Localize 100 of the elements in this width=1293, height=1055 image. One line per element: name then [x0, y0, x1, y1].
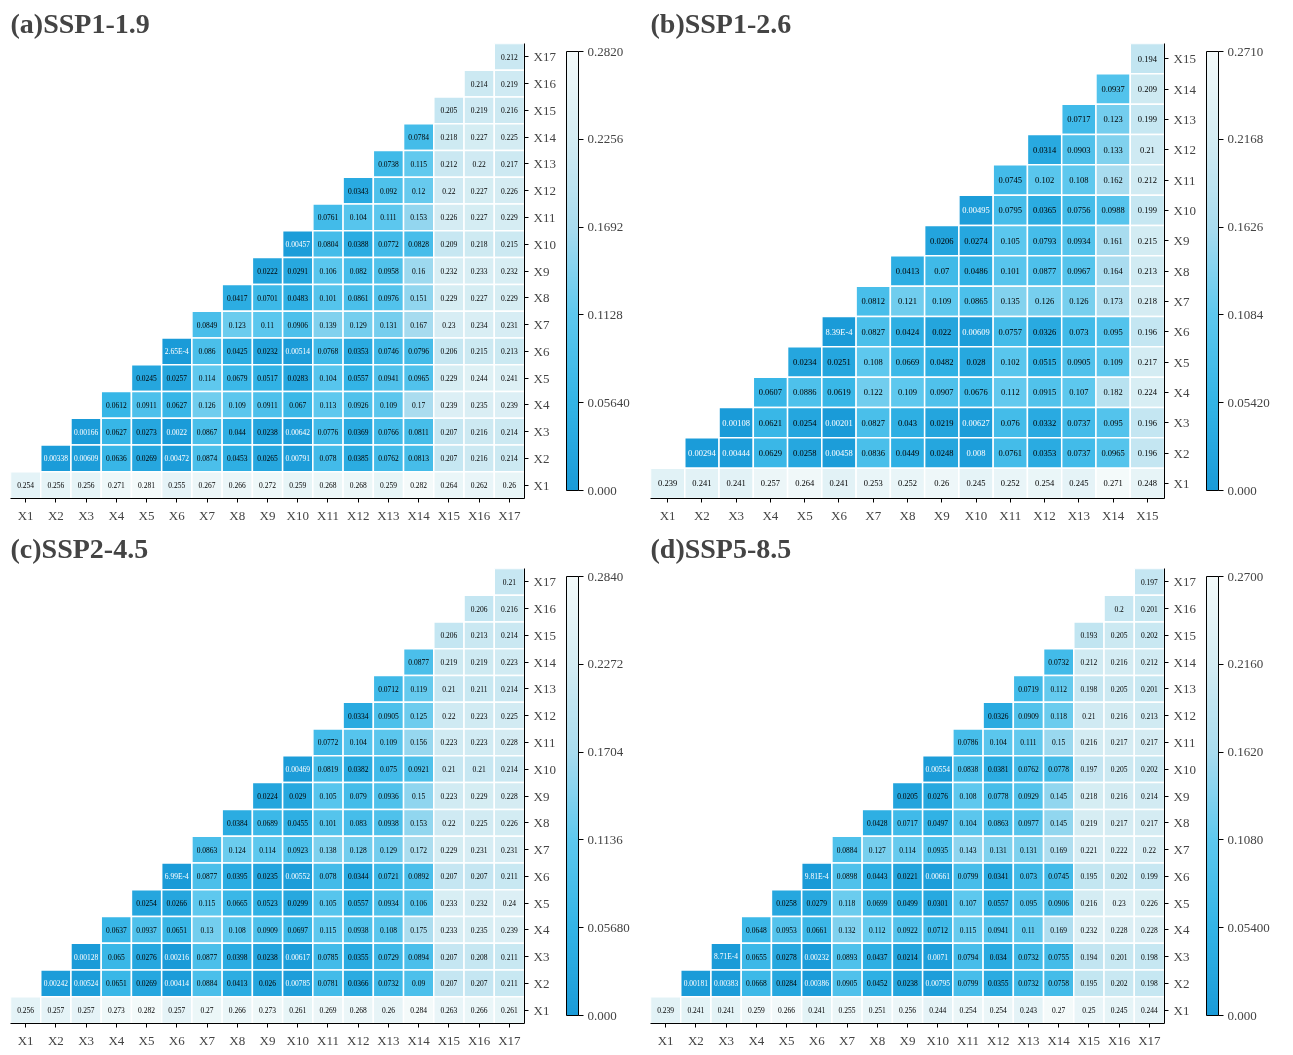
data-label: 0.109 — [932, 296, 952, 307]
data-label: 0.105 — [1000, 235, 1020, 246]
y-tick-label: X6 — [1173, 324, 1190, 340]
y-tick-label: X17 — [533, 49, 557, 65]
x-tick-label: X13 — [1017, 1032, 1040, 1048]
y-tick-label: X13 — [1173, 681, 1196, 697]
y-tick-label: X14 — [1173, 81, 1197, 97]
y-tick-label: X1 — [533, 1002, 550, 1018]
data-label: 0.0353 — [1032, 448, 1057, 458]
x-tick-label: X12 — [987, 1032, 1010, 1048]
data-label: 0.102 — [1000, 357, 1020, 367]
x-tick-label: X9 — [259, 1032, 276, 1048]
y-tick-label: X10 — [533, 236, 556, 252]
x-tick-label: X16 — [1107, 1032, 1131, 1048]
color-bar-label: 0.2256 — [587, 131, 624, 147]
data-label: 0.0676 — [964, 387, 988, 398]
data-label: 0.241 — [692, 478, 712, 489]
data-label: 0.0629 — [758, 448, 783, 458]
y-tick-label: X17 — [533, 574, 557, 590]
data-label: 0.253 — [863, 478, 883, 489]
data-label: 0.199 — [1137, 205, 1157, 216]
y-tick-label: X12 — [533, 183, 556, 199]
x-tick-label: X13 — [377, 507, 400, 523]
x-tick-label: X2 — [47, 1032, 64, 1048]
x-tick-label: X10 — [926, 1032, 949, 1048]
x-tick-label: X3 — [718, 1032, 735, 1048]
x-tick-label: X8 — [229, 507, 246, 523]
chart-title: (c)SSP2-4.5 — [10, 532, 149, 564]
x-tick-label: X6 — [831, 507, 848, 523]
y-tick-label: X11 — [1173, 734, 1196, 750]
x-tick-label: X7 — [199, 1032, 216, 1048]
data-label: 0.252 — [897, 478, 918, 489]
data-label: 0.0669 — [895, 357, 920, 367]
data-label: 0.196 — [1137, 417, 1157, 428]
color-bar-label: 0.2272 — [587, 656, 624, 672]
x-tick-label: X14 — [1101, 507, 1125, 523]
x-tick-label: X17 — [498, 507, 522, 523]
color-bar-label: 0.1084 — [1227, 306, 1264, 322]
data-label: 0.0907 — [930, 387, 954, 398]
data-label: 0.095 — [1103, 417, 1123, 428]
x-tick-label: X14 — [1047, 1032, 1071, 1048]
x-tick-label: X15 — [1136, 507, 1159, 523]
data-label: 0.0967 — [1067, 266, 1091, 276]
data-label: 0.196 — [1137, 448, 1157, 458]
data-label: 0.00609 — [962, 326, 990, 337]
data-label: 0.126 — [1035, 296, 1055, 307]
data-label: 0.245 — [966, 478, 986, 489]
data-label: 0.073 — [1069, 326, 1089, 337]
x-tick-label: X9 — [933, 507, 950, 523]
x-tick-label: X1 — [659, 507, 676, 523]
data-label: 0.257 — [760, 478, 780, 489]
data-label: 0.0757 — [998, 326, 1022, 337]
data-label: 0.0219 — [930, 417, 954, 428]
x-tick-label: X10 — [286, 507, 309, 523]
color-bar-label: 0.000 — [587, 482, 617, 498]
color-bar-label: 0.1626 — [1227, 219, 1264, 235]
color-bar-label: 0.05420 — [1227, 394, 1270, 410]
data-label: 0.196 — [1137, 326, 1157, 337]
color-bar-label: 0.000 — [587, 1007, 617, 1023]
y-tick-label: X4 — [1173, 384, 1190, 400]
y-tick-label: X17 — [1173, 574, 1197, 590]
data-label: 0.212 — [1137, 175, 1157, 185]
data-label: 0.008 — [966, 448, 986, 458]
x-tick-label: X6 — [168, 1032, 186, 1048]
data-label: 0.0258 — [793, 448, 817, 458]
y-tick-label: X7 — [533, 842, 550, 858]
x-tick-label: X4 — [748, 1032, 765, 1048]
data-label: 0.241 — [829, 478, 849, 489]
data-label: 0.194 — [1137, 53, 1158, 64]
y-tick-label: X13 — [533, 156, 556, 172]
x-tick-label: X3 — [78, 1032, 95, 1048]
data-label: 0.00627 — [962, 417, 990, 428]
data-label: 0.095 — [1103, 326, 1123, 337]
data-label: 0.122 — [863, 387, 883, 398]
data-label: 0.0756 — [1067, 205, 1091, 216]
data-label: 0.0482 — [930, 357, 954, 367]
y-tick-label: X4 — [533, 397, 550, 413]
data-label: 0.0903 — [1067, 144, 1091, 155]
y-tick-label: X9 — [533, 788, 550, 804]
data-label: 0.0836 — [861, 448, 885, 458]
data-label: 0.0332 — [1032, 417, 1057, 428]
y-tick-label: X13 — [533, 681, 556, 697]
x-tick-label: X1 — [17, 1032, 34, 1048]
y-tick-label: X6 — [533, 343, 550, 359]
y-tick-label: X15 — [1173, 51, 1196, 67]
data-label: 0.0745 — [998, 175, 1022, 185]
data-label: 0.217 — [1137, 357, 1157, 367]
data-label: 0.00108 — [722, 417, 750, 428]
x-tick-label: X6 — [808, 1032, 826, 1048]
data-label: 0.182 — [1103, 387, 1123, 398]
data-label: 0.043 — [897, 417, 918, 428]
x-tick-label: X11 — [957, 1032, 979, 1048]
data-label: 0.26 — [934, 478, 950, 489]
data-label: 0.0717 — [1067, 114, 1091, 125]
data-label: 0.0827 — [861, 326, 885, 337]
color-bar-label: 0.2710 — [1227, 43, 1264, 59]
data-label: 0.0905 — [1067, 357, 1091, 367]
y-tick-label: X5 — [533, 370, 550, 386]
data-label: 0.0254 — [793, 417, 818, 428]
x-tick-label: X8 — [869, 1032, 886, 1048]
